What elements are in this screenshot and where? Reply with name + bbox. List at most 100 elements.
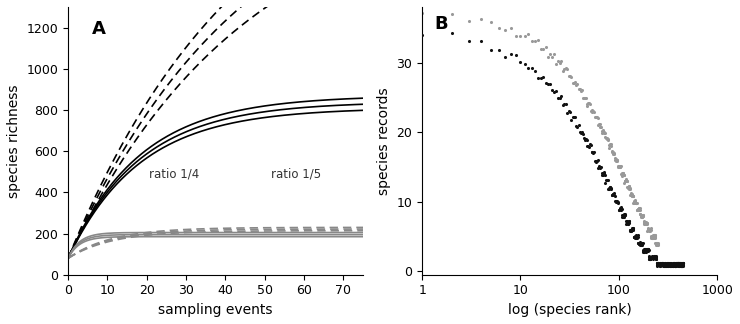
Point (619, 213, 630, 218)
Point (656, 260, 667, 265)
Point (621, 219, 633, 224)
Point (669, 263, 681, 269)
Point (665, 262, 677, 267)
Point (648, 255, 659, 260)
Point (622, 221, 633, 226)
Point (607, 149, 619, 155)
Point (654, 260, 666, 266)
Point (659, 261, 670, 267)
Point (500, 54, 511, 60)
Point (674, 261, 686, 266)
Point (539, 45, 551, 50)
Point (636, 243, 648, 248)
Point (591, 159, 602, 164)
Point (653, 262, 665, 267)
Y-axis label: species richness: species richness (7, 84, 21, 198)
Point (636, 213, 648, 218)
Point (655, 261, 667, 266)
Point (608, 151, 619, 156)
Point (665, 263, 676, 269)
Point (670, 261, 682, 266)
Point (670, 260, 682, 266)
Point (639, 219, 650, 224)
Point (594, 165, 606, 170)
Point (660, 262, 672, 267)
Point (639, 220, 650, 225)
Point (646, 256, 658, 261)
Point (658, 262, 670, 267)
Point (640, 248, 652, 253)
Point (642, 249, 653, 254)
Point (662, 263, 674, 268)
Point (650, 254, 662, 260)
Point (650, 241, 662, 246)
Point (670, 261, 682, 266)
Point (619, 179, 630, 184)
Point (676, 261, 688, 266)
Point (634, 212, 646, 217)
Point (663, 261, 675, 266)
Point (557, 103, 569, 108)
Point (671, 261, 683, 266)
Point (672, 261, 684, 266)
Point (676, 260, 688, 265)
Point (676, 263, 687, 268)
Point (663, 262, 675, 268)
Point (445, 30, 457, 36)
Point (633, 240, 645, 245)
Point (668, 260, 680, 265)
Point (625, 227, 636, 232)
Point (585, 109, 596, 114)
Point (642, 247, 653, 252)
Point (621, 178, 633, 183)
Point (628, 193, 639, 199)
Point (616, 212, 628, 217)
Point (514, 33, 526, 39)
Point (544, 82, 556, 87)
Point (593, 165, 605, 170)
Point (654, 262, 666, 267)
Point (674, 263, 686, 268)
Point (623, 219, 635, 224)
Point (645, 225, 657, 230)
Point (567, 114, 579, 119)
Point (532, 38, 544, 43)
Point (649, 235, 661, 240)
Point (608, 191, 619, 196)
Point (550, 62, 562, 67)
Point (666, 261, 678, 267)
Point (639, 246, 650, 251)
Text: B: B (434, 15, 448, 33)
Point (676, 262, 688, 267)
Point (657, 262, 669, 268)
Point (568, 81, 580, 86)
Point (619, 178, 631, 183)
Point (673, 263, 685, 268)
Point (667, 261, 679, 267)
Point (642, 247, 654, 252)
Point (626, 226, 638, 231)
Point (677, 263, 689, 268)
Point (628, 235, 639, 240)
Point (626, 194, 638, 199)
Point (622, 221, 634, 226)
Point (620, 219, 632, 224)
Point (676, 263, 687, 268)
Point (665, 263, 677, 268)
Text: ratio 1/5: ratio 1/5 (271, 167, 321, 180)
Point (578, 135, 590, 140)
Point (598, 129, 610, 134)
Point (529, 68, 541, 73)
Point (608, 192, 620, 197)
Point (660, 263, 672, 269)
Point (666, 262, 678, 267)
Point (669, 263, 681, 268)
Point (645, 254, 657, 259)
Point (632, 235, 644, 240)
Point (485, 47, 497, 52)
Point (505, 25, 517, 30)
Point (605, 187, 617, 192)
Point (623, 219, 635, 224)
Point (525, 66, 537, 71)
Point (636, 240, 648, 246)
